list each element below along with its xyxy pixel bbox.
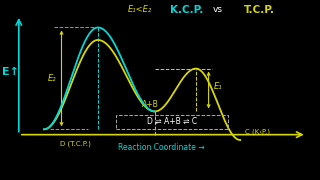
Text: E₁: E₁ [213,82,222,91]
Text: vs: vs [213,5,223,14]
Text: D ⇌ A+B ⇌ C: D ⇌ A+B ⇌ C [147,117,197,126]
Text: E₁<E₂: E₁<E₂ [127,5,152,14]
Text: Reaction Coordinate →: Reaction Coordinate → [118,143,204,152]
Text: K.C.P.: K.C.P. [170,5,203,15]
Text: C (K‹P.): C (K‹P.) [245,128,270,135]
Text: A+B: A+B [142,100,158,109]
Text: E₂: E₂ [48,74,57,83]
Text: D (T.C.P.): D (T.C.P.) [60,140,91,147]
Text: E↑: E↑ [3,67,20,77]
Text: T.C.P.: T.C.P. [244,5,275,15]
